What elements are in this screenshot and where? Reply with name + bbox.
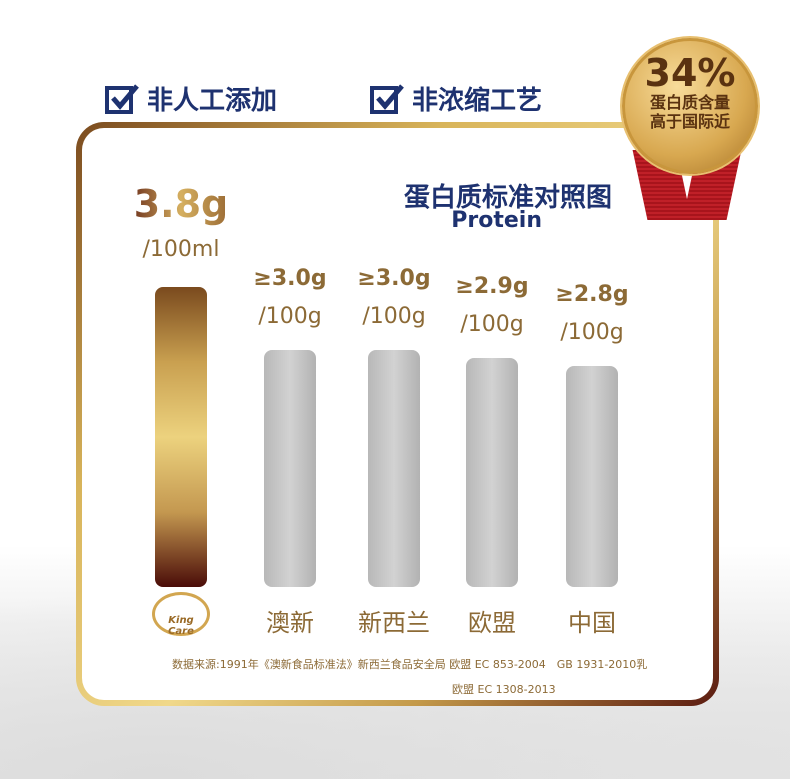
badge-no-additives: 非人工添加 — [105, 80, 277, 117]
category-label: 澳新 — [266, 609, 314, 637]
badge-not-concentrated: 非浓缩工艺 — [370, 80, 542, 117]
unit-label: /100g — [460, 312, 524, 338]
medal-percent: 34% — [644, 51, 736, 95]
badge-label: 非人工添加 — [147, 86, 278, 116]
checkbox-icon — [370, 83, 404, 114]
bar-0 — [155, 287, 207, 587]
unit-label: /100ml — [142, 237, 220, 262]
value-label: 3.8g — [121, 182, 241, 226]
category-label: 新西兰 — [358, 609, 430, 637]
value-label: ≥2.9g — [455, 274, 529, 300]
checkbox-icon — [105, 83, 139, 114]
medal-line1: 蛋白质含量 — [649, 93, 730, 112]
medal-badge: 34% 蛋白质含量 高于国际近 — [622, 38, 758, 174]
bar-2 — [368, 350, 420, 587]
value-label: ≥2.8g — [555, 281, 629, 307]
bar-3 — [466, 358, 518, 587]
value-label: ≥3.0g — [357, 266, 431, 292]
unit-label: /100g — [362, 304, 426, 330]
unit-label: /100g — [258, 304, 322, 330]
source-line1: 数据来源:1991年《澳新食品标准法》新西兰食品安全局 欧盟 EC 853-20… — [172, 658, 648, 671]
chart-subtitle: Protein — [451, 208, 542, 233]
logo-text: King Care — [168, 615, 194, 637]
chart-title: 蛋白质标准对照图 — [403, 183, 612, 213]
source-line2: 欧盟 EC 1308-2013 — [452, 683, 556, 696]
badge-label: 非浓缩工艺 — [412, 86, 543, 116]
king-care-logo: King Care — [152, 592, 210, 637]
unit-label: /100g — [560, 319, 624, 345]
category-label: 中国 — [568, 609, 616, 637]
category-label: 欧盟 — [468, 609, 516, 637]
bar-1 — [264, 350, 316, 587]
value-label: ≥3.0g — [253, 266, 327, 292]
medal-line2: 高于国际近 — [649, 112, 730, 131]
bar-4 — [566, 365, 618, 587]
